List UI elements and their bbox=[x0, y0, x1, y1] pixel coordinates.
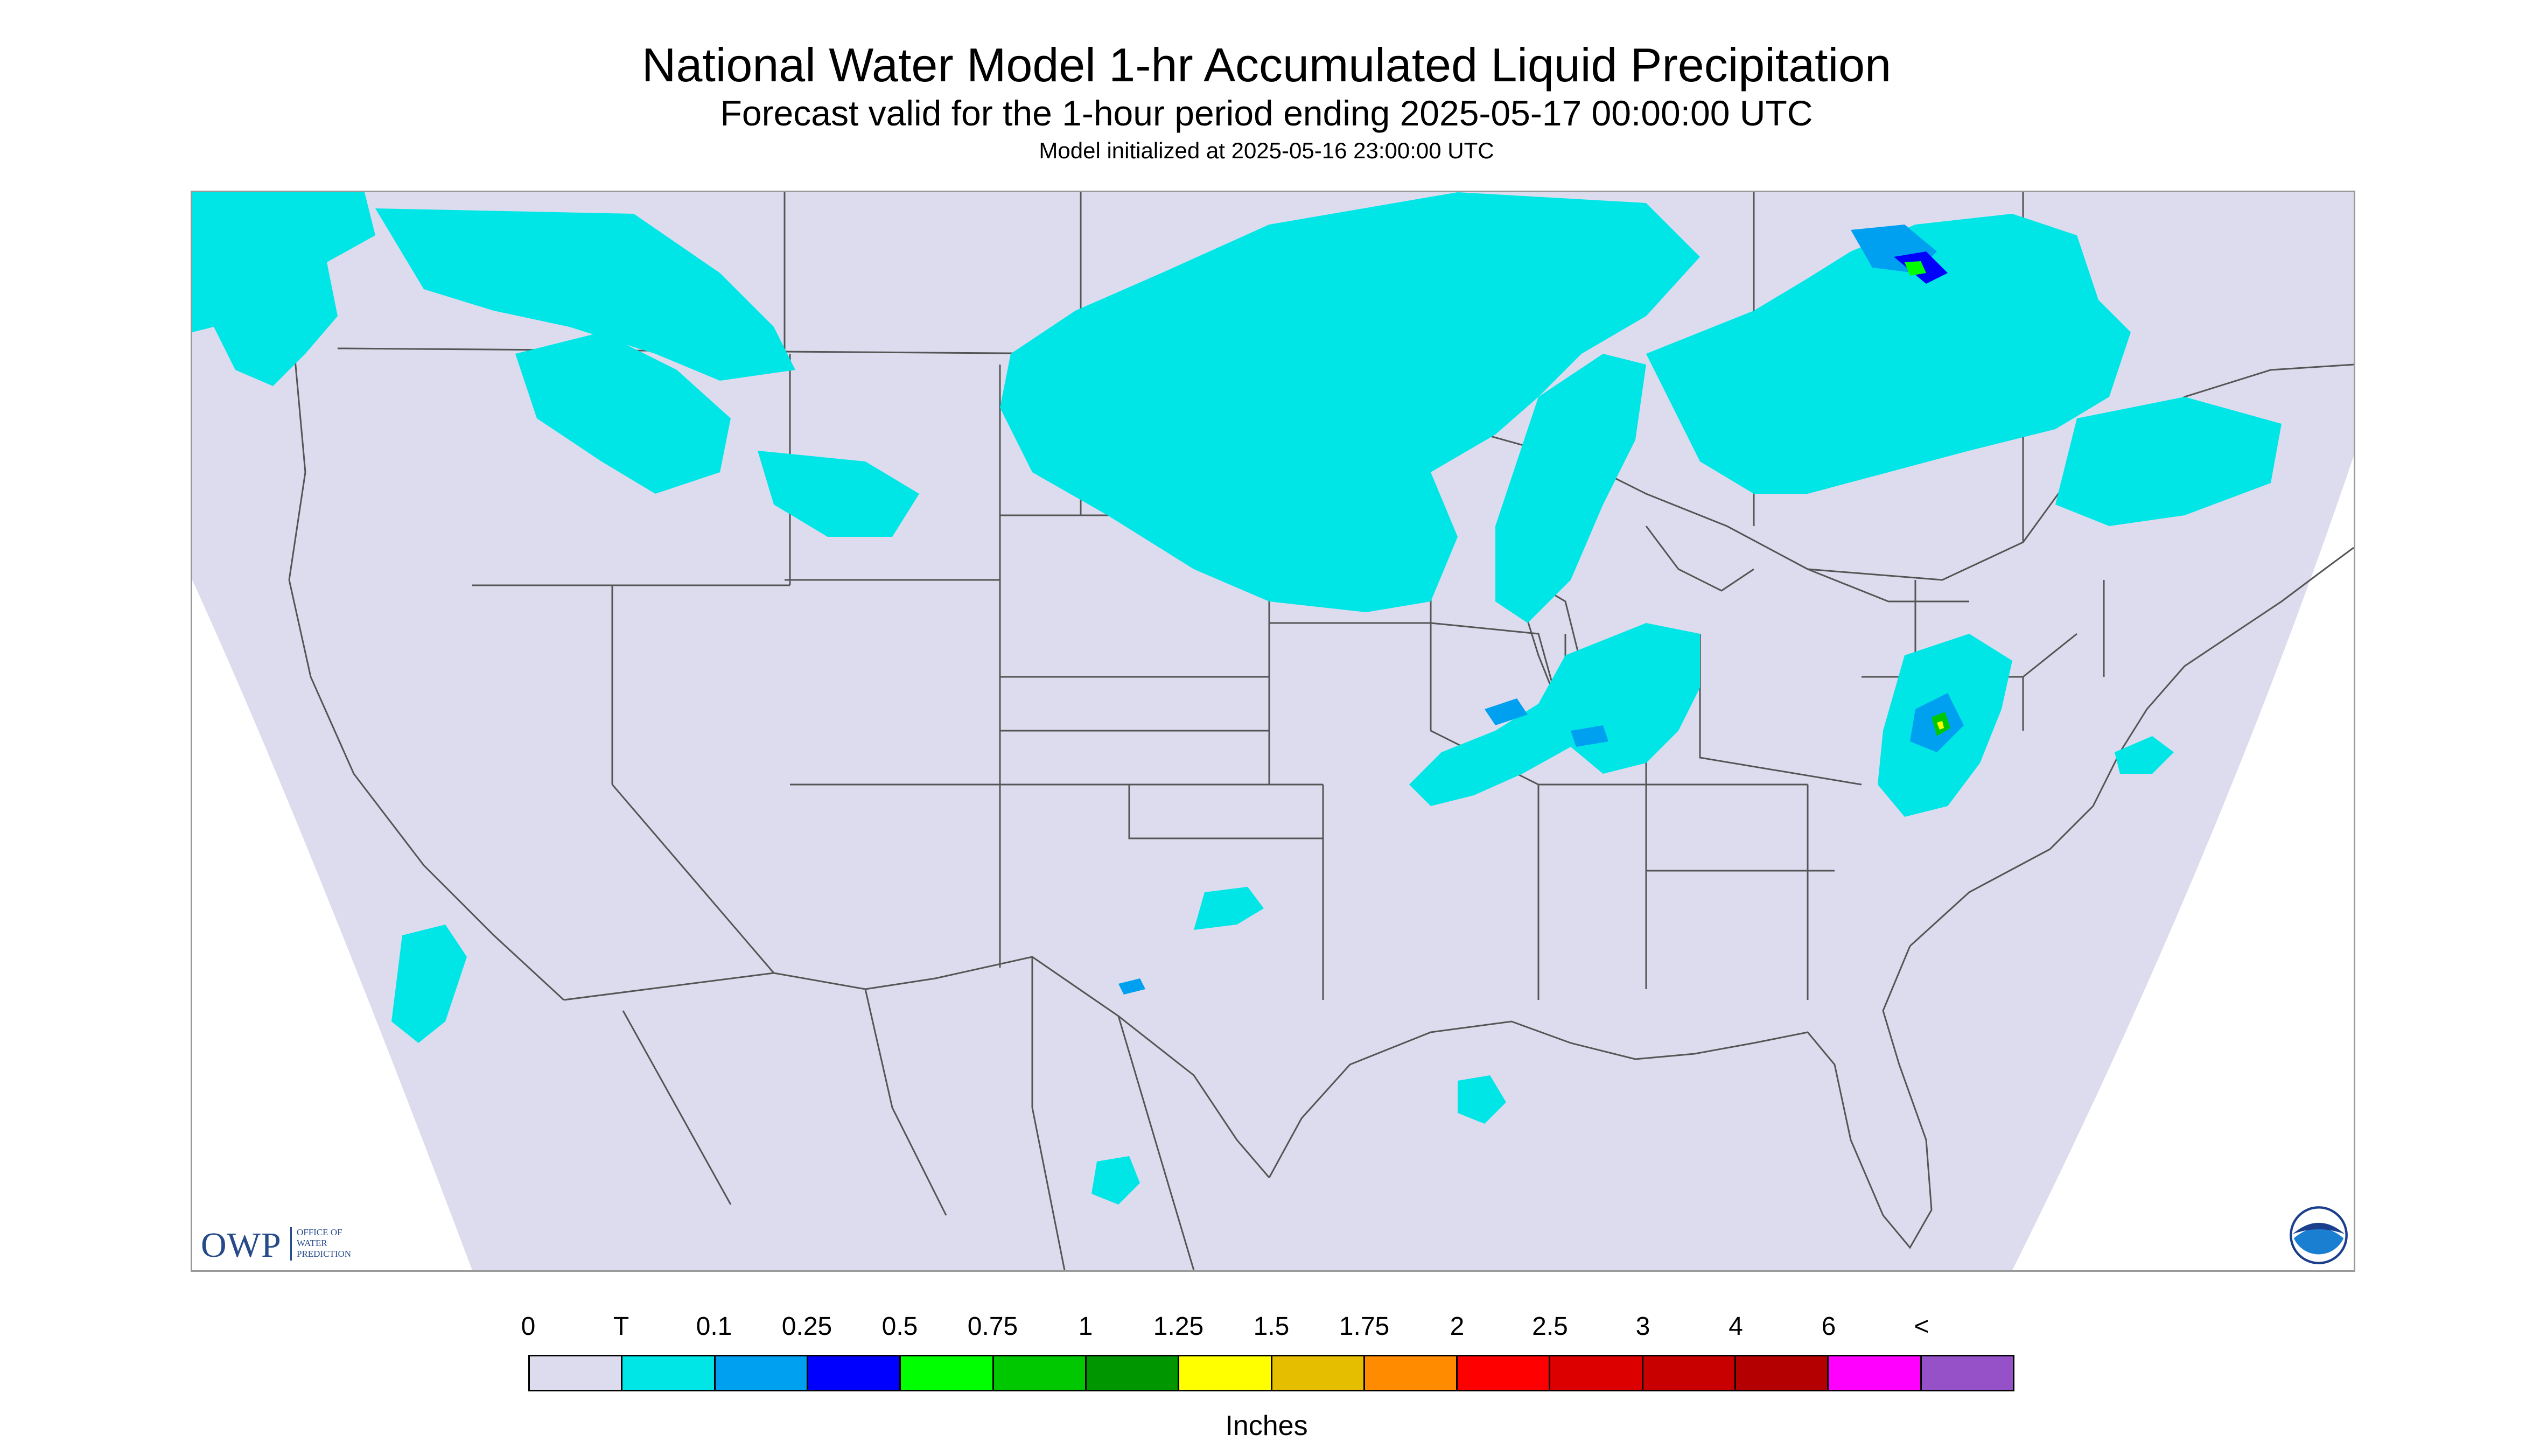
legend-tick-label: 1.25 bbox=[1153, 1312, 1204, 1341]
legend-swatch bbox=[808, 1356, 901, 1390]
legend-swatch bbox=[1458, 1356, 1551, 1390]
legend-swatch bbox=[530, 1356, 623, 1390]
legend-swatch bbox=[993, 1356, 1087, 1390]
legend-tick-label: T bbox=[613, 1312, 629, 1341]
legend-swatch bbox=[1829, 1356, 1922, 1390]
legend-swatch bbox=[1921, 1356, 2013, 1390]
legend-tick-label: 2 bbox=[1450, 1312, 1465, 1341]
legend-tick-label: 0.25 bbox=[781, 1312, 832, 1341]
owp-logo-sub-line: OFFICE OF bbox=[297, 1227, 342, 1237]
legend-swatch bbox=[1086, 1356, 1180, 1390]
owp-logo: OWP OFFICE OF WATER PREDICTION bbox=[201, 1223, 373, 1265]
legend-color-bar bbox=[528, 1355, 2014, 1391]
legend-tick-label: 1.5 bbox=[1253, 1312, 1290, 1341]
legend-swatch bbox=[622, 1356, 716, 1390]
map-subtitle: Forecast valid for the 1-hour period end… bbox=[720, 93, 1813, 133]
legend-tick-label: 1.75 bbox=[1339, 1312, 1390, 1341]
precipitation-map: OWP OFFICE OF WATER PREDICTION bbox=[191, 191, 2355, 1272]
owp-logo-text: OWP bbox=[201, 1226, 282, 1265]
legend-tick-label: < bbox=[1914, 1312, 1929, 1341]
legend-tick-label: 1 bbox=[1078, 1312, 1093, 1341]
legend-swatch bbox=[1179, 1356, 1272, 1390]
legend-units-label: Inches bbox=[1225, 1410, 1308, 1441]
legend-swatch bbox=[1643, 1356, 1737, 1390]
map-canvas bbox=[192, 192, 2354, 1270]
legend-tick-label: 0.1 bbox=[696, 1312, 732, 1341]
owp-logo-sub-line: PREDICTION bbox=[297, 1249, 352, 1259]
legend-tick-label: 0.5 bbox=[881, 1312, 918, 1341]
legend-swatch bbox=[715, 1356, 808, 1390]
precipitation-heavy-cores bbox=[1118, 225, 1964, 995]
legend-tick-label: 6 bbox=[1821, 1312, 1836, 1341]
model-init-label: Model initialized at 2025-05-16 23:00:00… bbox=[1039, 138, 1494, 163]
legend-swatch bbox=[1272, 1356, 1365, 1390]
legend-tick-label: 4 bbox=[1729, 1312, 1743, 1341]
map-title: National Water Model 1-hr Accumulated Li… bbox=[641, 38, 1892, 92]
legend-tick-label: 3 bbox=[1635, 1312, 1650, 1341]
owp-logo-subtext: OFFICE OF WATER PREDICTION bbox=[297, 1227, 351, 1259]
owp-logo-divider bbox=[290, 1227, 292, 1261]
legend-swatch bbox=[901, 1356, 994, 1390]
noaa-logo-icon bbox=[2290, 1206, 2348, 1264]
legend-swatch bbox=[1550, 1356, 1643, 1390]
legend-swatch bbox=[1365, 1356, 1458, 1390]
precipitation-legend: 0 T 0.1 0.25 0.5 0.75 1 1.25 1.5 1.75 2 2.5 3 4 6 < bbox=[521, 1312, 2014, 1398]
legend-tick-label: 0.75 bbox=[967, 1312, 1018, 1341]
legend-swatch bbox=[1736, 1356, 1829, 1390]
owp-logo-sub-line: WATER bbox=[297, 1238, 327, 1248]
precipitation-areas bbox=[192, 192, 2282, 1205]
legend-tick-label: 0 bbox=[521, 1312, 536, 1341]
legend-tick-label: 2.5 bbox=[1532, 1312, 1568, 1341]
